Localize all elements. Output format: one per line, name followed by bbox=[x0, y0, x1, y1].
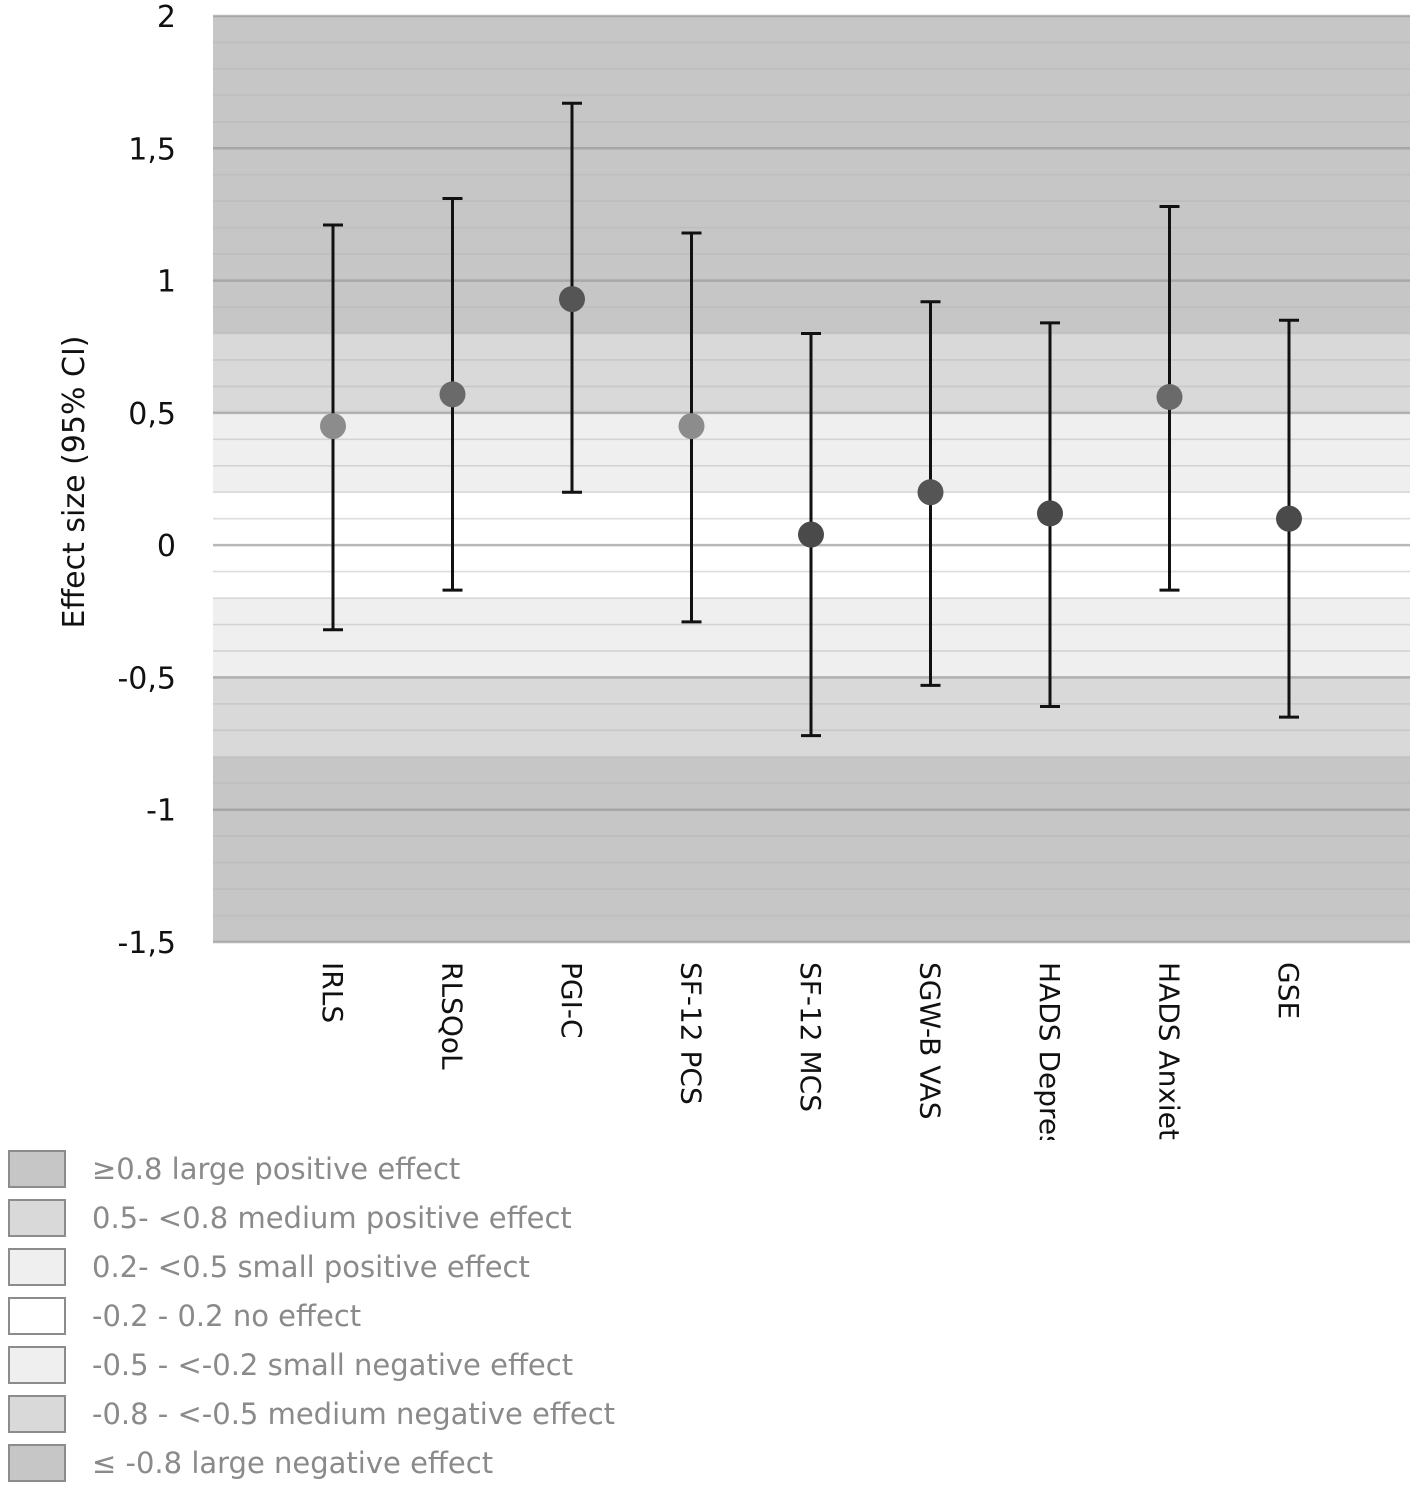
legend-label: ≤ -0.8 large negative effect bbox=[92, 1446, 494, 1480]
effect-band bbox=[213, 756, 1410, 942]
legend-item: -0.5 - <-0.2 small negative effect bbox=[8, 1342, 615, 1388]
y-tick-label: 0 bbox=[157, 529, 176, 564]
legend-label: -0.5 - <-0.2 small negative effect bbox=[92, 1348, 574, 1382]
legend-swatch-medium-negative bbox=[8, 1395, 66, 1433]
legend-swatch-medium-positive bbox=[8, 1199, 66, 1237]
effect-point bbox=[1276, 505, 1302, 532]
legend-swatch-small-positive bbox=[8, 1248, 66, 1286]
y-tick-label: 1,5 bbox=[128, 132, 176, 167]
effect-size-chart: 2 1,5 1 0,5 0 -0,5 -1 -1,5 IRLS RLSQoL PGI-C SF-12… bbox=[57, 0, 1410, 1140]
y-axis-ticks: 2 1,5 1 0,5 0 -0,5 -1 -1,5 bbox=[117, 0, 176, 961]
category-label: GSE bbox=[1272, 962, 1305, 1019]
legend-item: 0.5- <0.8 medium positive effect bbox=[8, 1195, 615, 1241]
effect-point bbox=[439, 381, 466, 408]
y-tick-label: -0,5 bbox=[117, 661, 176, 696]
effect-point bbox=[678, 413, 705, 440]
legend-item: ≤ -0.8 large negative effect bbox=[8, 1440, 615, 1486]
category-label: RLSQoL bbox=[436, 962, 469, 1070]
legend-swatch-large-negative bbox=[8, 1444, 66, 1482]
y-tick-label: -1,5 bbox=[117, 926, 176, 961]
legend-item: ≥0.8 large positive effect bbox=[8, 1146, 615, 1192]
x-axis-categories: IRLS RLSQoL PGI-C SF-12 PCS SF-12 MCS SGW-B V… bbox=[316, 962, 1305, 1140]
effect-point bbox=[320, 413, 346, 440]
legend-label: 0.5- <0.8 medium positive effect bbox=[92, 1201, 572, 1235]
effect-point bbox=[917, 479, 944, 506]
effect-points bbox=[320, 286, 1302, 548]
y-tick-label: 1 bbox=[157, 265, 176, 300]
y-axis-title: Effect size (95% CI) bbox=[57, 336, 92, 629]
effect-point bbox=[1037, 500, 1063, 527]
gridlines bbox=[213, 14, 1410, 944]
legend: ≥0.8 large positive effect 0.5- <0.8 med… bbox=[8, 1146, 615, 1489]
category-label: SF-12 MCS bbox=[794, 962, 827, 1112]
legend-label: -0.8 - <-0.5 medium negative effect bbox=[92, 1397, 616, 1431]
category-label: PGI-C bbox=[555, 962, 588, 1039]
category-label: SF-12 PCS bbox=[675, 962, 708, 1105]
legend-swatch-small-negative bbox=[8, 1346, 66, 1384]
legend-label: -0.2 - 0.2 no effect bbox=[92, 1299, 362, 1333]
effect-point bbox=[1156, 383, 1183, 410]
legend-label: 0.2- <0.5 small positive effect bbox=[92, 1250, 530, 1284]
category-label: IRLS bbox=[316, 962, 349, 1023]
y-tick-label: 2 bbox=[157, 0, 176, 35]
y-tick-label: 0,5 bbox=[128, 397, 176, 432]
legend-swatch-large-positive bbox=[8, 1150, 66, 1188]
legend-swatch-no-effect bbox=[8, 1297, 66, 1335]
effect-point bbox=[559, 286, 585, 313]
category-label: HADS Depress. bbox=[1033, 962, 1066, 1140]
effect-point bbox=[798, 521, 824, 548]
y-tick-label: -1 bbox=[146, 794, 176, 829]
legend-item: -0.2 - 0.2 no effect bbox=[8, 1293, 615, 1339]
legend-label: ≥0.8 large positive effect bbox=[92, 1152, 461, 1186]
category-label: SGW-B VAS bbox=[914, 962, 947, 1120]
legend-item: -0.8 - <-0.5 medium negative effect bbox=[8, 1391, 615, 1437]
legend-item: 0.2- <0.5 small positive effect bbox=[8, 1244, 615, 1290]
category-label: HADS Anxiety bbox=[1153, 962, 1186, 1140]
